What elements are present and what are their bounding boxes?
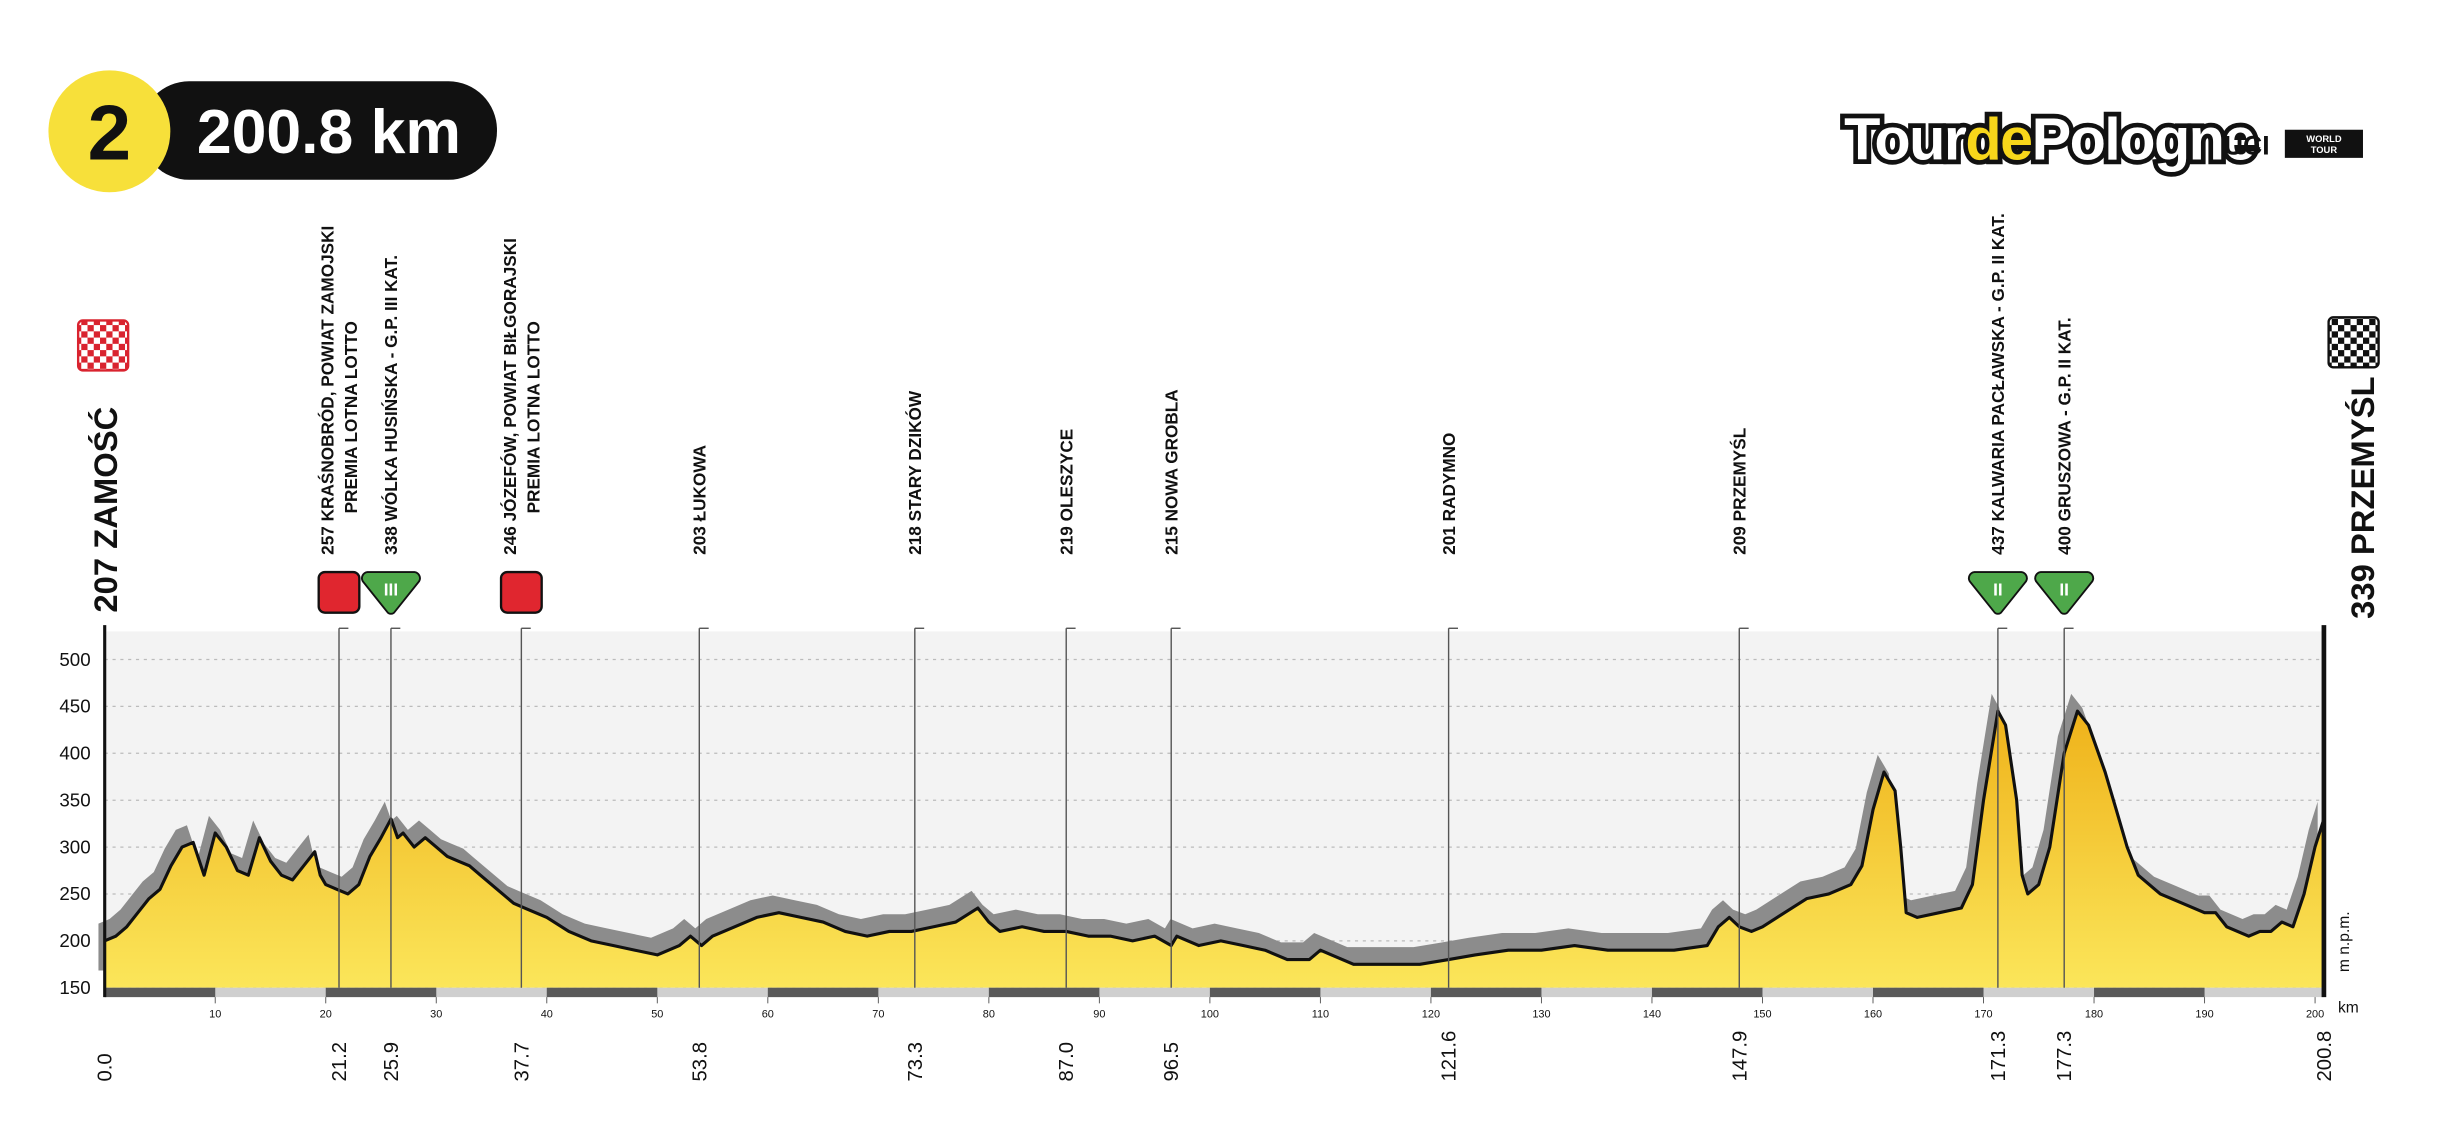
axis-band: [104, 987, 216, 998]
km-label: 200.8: [2314, 1031, 2336, 1082]
waypoint-label: 209 PRZEMYŚL: [1730, 428, 1750, 555]
waypoint-label: PREMIA LOTNA LOTTO: [341, 321, 361, 513]
x-tick-label: 170: [1974, 1008, 1992, 1020]
x-tick-label: 80: [983, 1008, 995, 1020]
waypoint-label: PREMIA LOTNA LOTTO: [523, 321, 543, 513]
waypoint-label: 338 WÓLKA HUSIŃSKA - G.P. III KAT.: [381, 255, 401, 555]
km-label: 53.8: [689, 1042, 711, 1082]
km-label: 87.0: [1056, 1042, 1078, 1082]
x-tick-label: 180: [2085, 1008, 2103, 1020]
y-tick-label: 500: [59, 649, 90, 670]
logo-part: de: [1965, 105, 2031, 172]
x-tick-label: 190: [2195, 1008, 2213, 1020]
waypoint-label: 218 STARY DZIKÓW: [905, 390, 925, 555]
x-tick-label: 140: [1643, 1008, 1661, 1020]
x-tick-label: 110: [1312, 1008, 1329, 1020]
y-tick-label: 150: [59, 977, 90, 998]
x-tick-label: 70: [872, 1008, 884, 1020]
profile-line: [104, 709, 2326, 966]
waypoint-label: 201 RADYMNO: [1439, 433, 1459, 555]
x-tick-label: 30: [430, 1008, 442, 1020]
x-tick-label: 100: [1201, 1008, 1219, 1020]
y-tick-label: 400: [59, 743, 90, 764]
climb-category: II: [1993, 579, 2003, 599]
x-tick-label: 150: [1753, 1008, 1771, 1020]
world-tour: TOUR: [2311, 145, 2338, 155]
km-label: 96.5: [1161, 1042, 1183, 1082]
y-tick-label: 200: [59, 930, 90, 951]
climb-icon: [361, 571, 421, 615]
world-tour-box: [2284, 129, 2363, 158]
x-tick-label: 10: [209, 1008, 221, 1020]
y-tick-label: 450: [59, 696, 90, 717]
axis-band: [767, 987, 879, 998]
stage-badge: [48, 70, 171, 193]
km-label: 177.3: [2054, 1031, 2076, 1082]
waypoint-label: 437 KALWARIA PACŁAWSKA - G.P. II KAT.: [1988, 213, 2008, 555]
x-tick-label: 60: [762, 1008, 774, 1020]
km-label: 25.9: [381, 1042, 403, 1082]
logo: TourdePologne: [1844, 105, 2255, 172]
world-tour: WORLD: [2306, 134, 2342, 144]
uci: UCI: [2224, 131, 2270, 161]
km-label: 73.3: [905, 1042, 927, 1082]
distance-pill: [140, 81, 497, 180]
km-label: 147.9: [1729, 1031, 1751, 1082]
waypoint-label: 203 ŁUKOWA: [690, 445, 710, 555]
x-tick-label: 40: [541, 1008, 553, 1020]
km-label: 0.0: [95, 1053, 117, 1081]
stage-distance: 200.8 km: [197, 97, 461, 167]
axis-band: [1430, 987, 1542, 998]
waypoint-label: 219 OLESZYCE: [1056, 429, 1076, 555]
x-tick-label: 200: [2306, 1008, 2324, 1020]
stage-number: 2: [88, 88, 131, 176]
y-tick-label: 250: [59, 883, 90, 904]
sprint-icon: [317, 570, 361, 614]
profile-area: [104, 711, 2324, 988]
x-tick-label: 160: [1864, 1008, 1882, 1020]
climb-category: II: [2059, 579, 2069, 599]
axis-band: [1209, 987, 1321, 998]
sprint-icon: [499, 570, 543, 614]
x-tick-label: 20: [320, 1008, 332, 1020]
km-label: 21.2: [329, 1042, 351, 1082]
km-label: 171.3: [1988, 1031, 2010, 1082]
waypoint-label: 246 JÓZEFÓW, POWIAT BIŁGORAJSKI: [500, 238, 520, 555]
axis-band: [1873, 987, 1984, 998]
waypoint-label: 400 GRUSZOWA - G.P. II KAT.: [2054, 317, 2074, 555]
x-tick-label: 130: [1532, 1008, 1550, 1020]
y-unit: m n.p.m.: [2336, 911, 2353, 972]
axis-band: [546, 987, 658, 998]
town-label: 207 ZAMOŚĆ: [87, 407, 124, 613]
km-label: 121.6: [1439, 1031, 1461, 1082]
y-tick-label: 350: [59, 789, 90, 810]
logo-part: Pologne: [2032, 105, 2255, 172]
climb-icon: [2034, 571, 2095, 615]
town-label: 339 PRZEMYŚL: [2344, 376, 2381, 618]
axis-band: [1651, 987, 1763, 998]
axis-band: [325, 987, 437, 998]
km-label: 37.7: [511, 1042, 533, 1082]
waypoint-label: 257 KRAŚNOBRÓD, POWIAT ZAMOJSKI: [318, 226, 338, 555]
climb-icon: [1968, 571, 2028, 615]
start-flag: [76, 319, 130, 372]
x-tick-label: 50: [651, 1008, 663, 1020]
axis-band: [988, 987, 1100, 998]
waypoint-label: 215 NOWA GROBLA: [1161, 389, 1181, 555]
axis-band: [2094, 987, 2205, 998]
logo-part: Tour: [1844, 105, 1967, 172]
x-tick-label: 90: [1093, 1008, 1105, 1020]
climb-category: III: [384, 579, 398, 599]
y-tick-label: 300: [59, 836, 90, 857]
x-unit: km: [2338, 1000, 2359, 1017]
finish-flag: [2327, 316, 2380, 369]
x-tick-label: 120: [1422, 1008, 1440, 1020]
